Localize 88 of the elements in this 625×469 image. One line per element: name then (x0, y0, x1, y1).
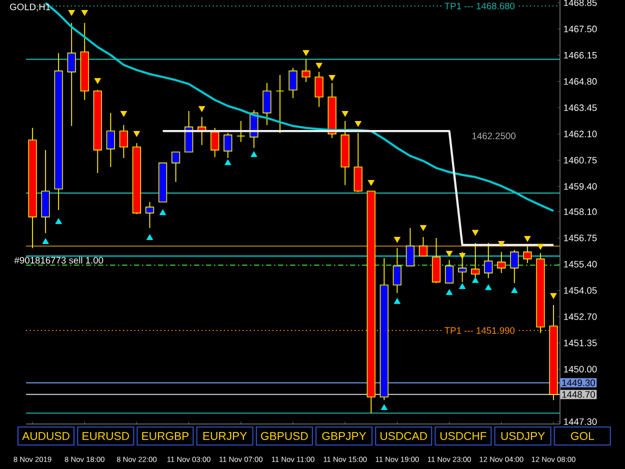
point (459, 283, 466, 289)
point (159, 209, 166, 216)
point (68, 10, 75, 16)
candlestick (392, 248, 402, 294)
candlestick (171, 152, 180, 182)
point (472, 230, 479, 236)
candlestick (418, 236, 428, 256)
point (81, 10, 88, 16)
y-tick-label: 1454.05 (564, 287, 597, 294)
point (446, 250, 453, 257)
y-tick-label: 1458.10 (564, 208, 597, 216)
text: USDCHF (440, 432, 486, 440)
candlestick (145, 202, 154, 229)
candlestick (497, 251, 506, 274)
candlestick (106, 112, 115, 168)
candlestick (484, 242, 493, 278)
point (342, 110, 348, 117)
candlestick (302, 58, 310, 83)
point (420, 225, 427, 231)
candlestick (458, 251, 467, 283)
point (133, 130, 140, 137)
point (394, 298, 400, 304)
text: GBPUSD (261, 432, 308, 440)
y-tick-label: 1447.30 (564, 418, 597, 425)
point (55, 218, 62, 224)
point (459, 253, 466, 259)
point (94, 78, 101, 84)
candlestick (67, 22, 76, 126)
candlestick (224, 132, 232, 159)
ref-line-label: 1448.70 (562, 391, 595, 398)
point (328, 74, 336, 81)
point (302, 50, 310, 56)
point (354, 121, 362, 127)
y-tick-label: 1452.70 (564, 313, 597, 320)
text: USDCAD (380, 432, 427, 440)
point (368, 180, 374, 186)
ref-line-label: TP1 --- 1468.680 (444, 2, 515, 10)
candlestick (210, 127, 220, 158)
candlestick (236, 120, 246, 142)
ref-line-label: 1449.30 (562, 379, 595, 386)
text: EURGBP (142, 432, 189, 440)
point (224, 159, 232, 166)
point (250, 151, 258, 157)
candlestick (510, 250, 519, 284)
text: AUDUSD (22, 432, 70, 440)
candlestick (119, 124, 128, 159)
y-tick-label: 1456.75 (564, 234, 597, 242)
candlestick (406, 228, 415, 266)
candlestick (444, 259, 454, 284)
y-tick-label: 1459.40 (564, 183, 597, 190)
point (394, 236, 400, 243)
text: GBPJPY (322, 432, 366, 440)
text: EURJPY (203, 432, 247, 440)
point (316, 62, 322, 69)
y-tick-label: 1464.80 (564, 78, 597, 85)
point (550, 293, 557, 299)
y-tick-label: 1460.75 (564, 156, 597, 164)
candlestick (276, 74, 284, 134)
y-tick-label: 1462.10 (564, 130, 597, 138)
point (472, 277, 479, 283)
text: USDJPY (501, 432, 545, 440)
text: GOL (571, 432, 594, 440)
point (380, 404, 388, 410)
ref-line-label: TP1 --- 1451.990 (444, 327, 515, 334)
candlestick (288, 68, 298, 98)
point (446, 289, 453, 295)
text: EURUSD (82, 432, 129, 440)
y-tick-label: 1451.35 (564, 340, 597, 346)
ref-line-label: #901816773 sell 1.00 (14, 256, 104, 264)
chart-title: GOLD,H1 (10, 4, 50, 12)
y-tick-label: 1450.00 (564, 366, 597, 372)
point (120, 110, 127, 117)
point (485, 284, 492, 290)
point (511, 287, 518, 294)
candlestick (262, 82, 272, 126)
point (524, 236, 531, 242)
point (42, 238, 49, 244)
point (537, 244, 544, 250)
point (146, 234, 154, 240)
annotation: 1462.2500 (472, 132, 516, 140)
y-tick-label: 1467.50 (564, 26, 597, 32)
point (198, 106, 206, 112)
y-tick-label: 1466.15 (564, 52, 597, 59)
y-tick-label: 1455.40 (564, 260, 597, 268)
candlestick (314, 71, 324, 108)
point (498, 241, 505, 247)
candlestick (523, 244, 532, 264)
y-tick-label: 1463.45 (564, 104, 597, 111)
